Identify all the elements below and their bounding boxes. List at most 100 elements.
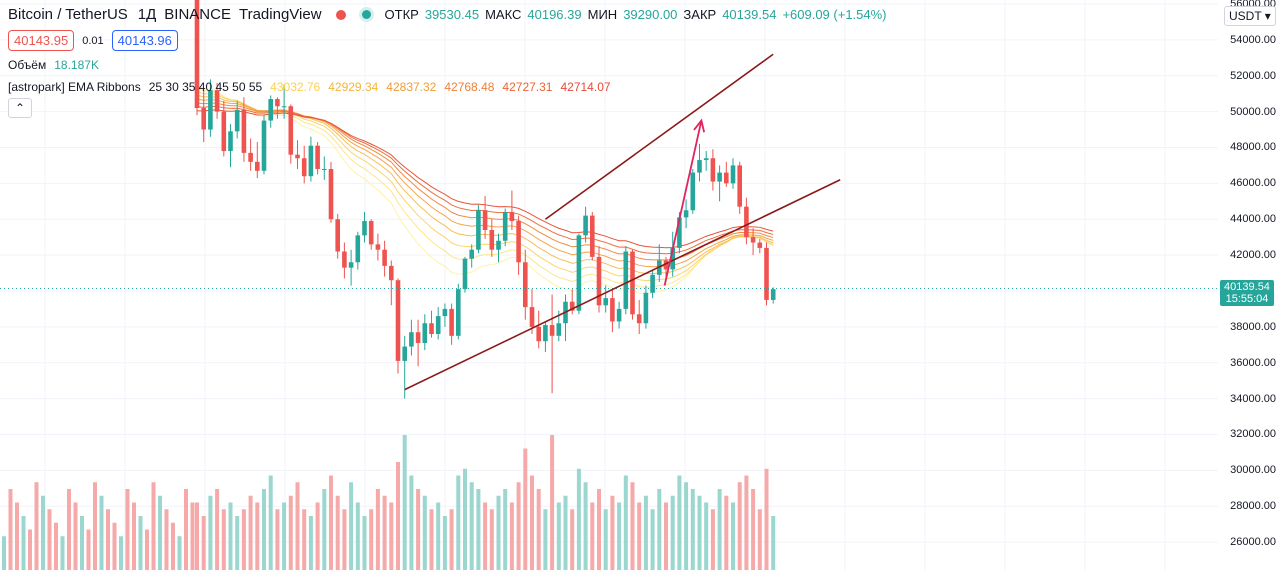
axis-tick-label: 26000.00 <box>1230 536 1276 549</box>
symbol-name[interactable]: Bitcoin / TetherUS <box>8 6 128 23</box>
change-value: +609.09 (+1.54%) <box>782 7 887 22</box>
market-status-icon[interactable] <box>335 9 346 20</box>
volume-bar <box>724 495 729 570</box>
volume-bar <box>315 502 320 570</box>
volume-bar <box>375 489 380 570</box>
volume-bar <box>536 489 541 570</box>
candle-body <box>435 316 441 335</box>
candle-body <box>750 237 756 243</box>
volume-bar <box>623 475 628 570</box>
candle-body <box>288 106 294 155</box>
volume-bar <box>288 495 293 570</box>
volume-bar <box>469 482 474 570</box>
volume-bar <box>382 495 387 570</box>
candle-body <box>201 108 206 130</box>
channel-lower-line <box>404 179 841 391</box>
volume-bar <box>47 509 52 570</box>
candle-body <box>482 210 488 230</box>
volume-bar <box>67 489 71 570</box>
candle-body <box>690 172 696 211</box>
volume-bar <box>570 509 575 570</box>
volume-bar <box>99 495 104 570</box>
candle-body <box>509 212 515 222</box>
candle-body <box>616 308 622 322</box>
volume-bar <box>476 489 481 570</box>
candle-body <box>255 161 260 171</box>
candle-body <box>683 210 689 218</box>
candle-body <box>375 244 381 250</box>
volume-bar <box>208 495 213 570</box>
currency-selector[interactable]: USDT ▾ <box>1224 6 1276 26</box>
volume-bar <box>751 489 756 570</box>
candle-body <box>308 145 314 177</box>
volume-bar <box>710 509 715 570</box>
ema-ribbons-legend[interactable]: [astropark] EMA Ribbons 25 30 35 40 45 5… <box>8 80 611 94</box>
volume-bar <box>704 502 709 570</box>
close-value: 40139.54 <box>722 7 777 22</box>
volume-bar <box>342 509 347 570</box>
volume-bar <box>422 495 427 570</box>
axis-tick-label: 50000.00 <box>1230 105 1276 118</box>
axis-tick-label: 42000.00 <box>1230 249 1276 262</box>
candle-body <box>636 314 642 324</box>
candle-body <box>281 106 287 108</box>
volume-bar <box>275 509 280 570</box>
candle-body <box>489 229 495 250</box>
candle-body <box>543 325 548 342</box>
candle-body <box>650 274 655 293</box>
interval-label[interactable]: 1Д <box>137 6 157 23</box>
ohlc-values: ОТКР 39530.45 МАКС 40196.39 МИН 39290.00 ЗА… <box>385 7 887 22</box>
open-value: 39530.45 <box>424 7 480 22</box>
sell-price-button[interactable]: 40143.95 <box>8 30 75 51</box>
axis-tick-label: 44000.00 <box>1230 213 1276 226</box>
candle-body <box>221 111 227 152</box>
close-label: ЗАКР <box>683 7 717 22</box>
candle-body <box>228 131 233 152</box>
volume-bar <box>684 482 689 570</box>
candle-body <box>382 249 387 266</box>
target-arrow-head <box>693 118 706 133</box>
candle-body <box>630 251 635 315</box>
axis-tick-label: 56000.00 <box>1230 0 1276 10</box>
candle-body <box>516 221 521 263</box>
volume-bar <box>643 495 648 570</box>
buy-price-button[interactable]: 40143.96 <box>111 30 178 51</box>
volume-bar <box>235 516 240 570</box>
volume-bar <box>302 509 307 570</box>
chevron-up-icon[interactable]: ⌃ <box>8 98 32 118</box>
candle-body <box>603 298 608 306</box>
axis-tick-label: 30000.00 <box>1230 464 1276 477</box>
volume-bar <box>201 516 206 570</box>
volume-legend[interactable]: Объём 18.187K <box>8 58 99 72</box>
volume-bar <box>171 522 175 570</box>
volume-bar <box>436 502 441 570</box>
volume-bar <box>241 509 246 570</box>
axis-tick-label: 38000.00 <box>1230 320 1276 333</box>
volume-bar <box>295 482 300 570</box>
volume-bar <box>93 482 97 570</box>
candle-body <box>770 289 776 300</box>
volume-bar <box>164 509 169 570</box>
candle-body <box>342 251 347 268</box>
candle-body <box>502 212 508 241</box>
volume-bar <box>449 509 454 570</box>
candle-body <box>409 332 414 347</box>
candle-body <box>275 99 280 107</box>
candle-body <box>389 265 394 281</box>
volume-bar <box>576 468 581 570</box>
candle-body <box>442 308 448 317</box>
candle-body <box>295 154 300 159</box>
volume-bar <box>255 502 260 570</box>
ema-value: 42929.34 <box>328 80 379 94</box>
volume-bar <box>396 462 400 570</box>
axis-tick-label: 46000.00 <box>1230 177 1276 190</box>
candle-body <box>355 235 361 263</box>
candle-body <box>549 325 555 336</box>
volume-bar <box>590 502 595 570</box>
volume-bar <box>106 509 110 570</box>
candle-body <box>643 292 649 324</box>
candle-body <box>670 247 675 270</box>
live-status-icon[interactable] <box>361 10 371 19</box>
volume-bar <box>60 536 65 570</box>
